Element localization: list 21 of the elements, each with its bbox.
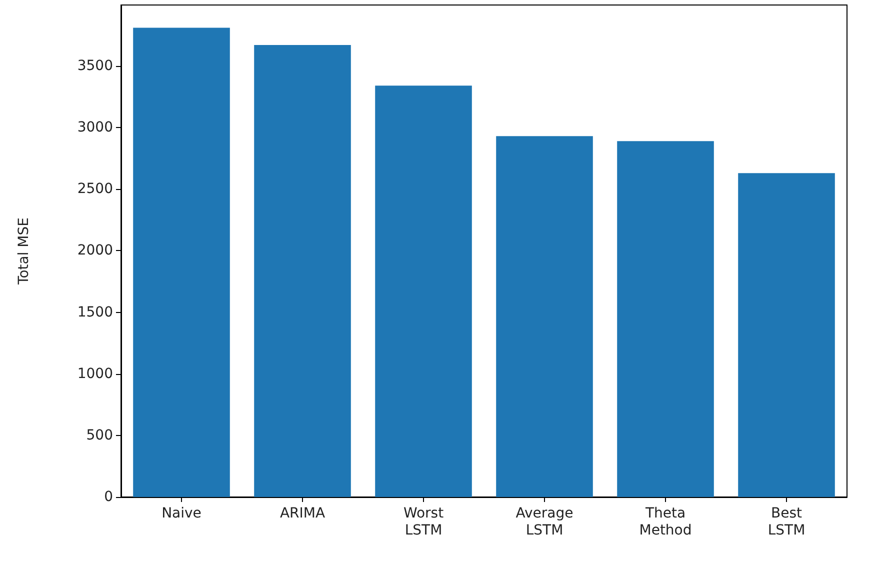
x-tick-label: Worst LSTM: [403, 506, 444, 538]
bar: [738, 173, 835, 497]
y-tick-label: 1500: [77, 304, 113, 320]
x-tick-label: Average LSTM: [516, 506, 574, 538]
y-tick-label: 3000: [77, 120, 113, 136]
y-tick-label: 2000: [77, 242, 113, 259]
y-tick-label: 1000: [77, 366, 113, 382]
x-tick-label: Theta Method: [639, 506, 692, 538]
bar: [375, 86, 472, 497]
y-tick-label: 500: [86, 427, 113, 444]
x-tick-label: Naive: [162, 506, 202, 522]
y-tick-label: 0: [104, 489, 113, 505]
y-axis-title: Total MSE: [16, 218, 32, 286]
y-tick-label: 3500: [77, 58, 113, 74]
x-tick-label: ARIMA: [280, 506, 326, 522]
bar: [254, 45, 351, 497]
x-tick-label: Best LSTM: [768, 506, 806, 538]
y-tick-label: 2500: [77, 181, 113, 198]
bar: [496, 136, 593, 497]
bar: [617, 141, 714, 497]
bar: [133, 28, 230, 497]
